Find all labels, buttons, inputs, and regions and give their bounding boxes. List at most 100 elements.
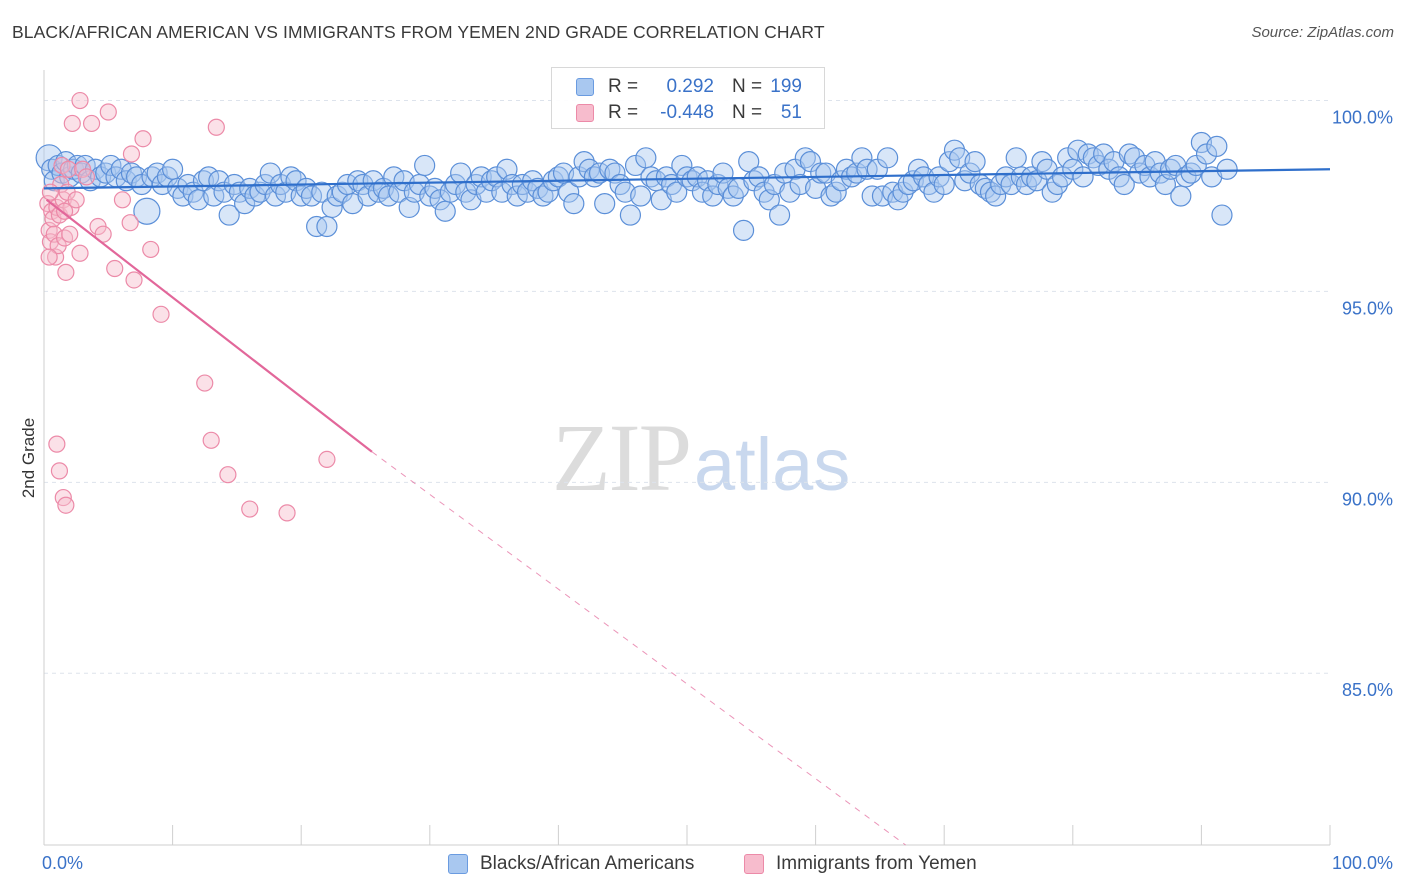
point-blacks — [825, 181, 847, 203]
point-blacks — [933, 173, 955, 196]
point-yemen — [196, 374, 214, 392]
legend-row-blacks: R = 0.292 N = 199 — [552, 75, 824, 101]
legend-r-label: R = — [608, 76, 639, 97]
y-tick-label: 90.0% — [1342, 489, 1393, 509]
point-yemen — [67, 191, 85, 209]
stats-legend: R = 0.292 N = 199 R = -0.448 N = 51 — [551, 67, 825, 129]
point-blacks — [1216, 158, 1238, 180]
trendline-blacks — [43, 168, 1331, 190]
point-blacks — [810, 162, 832, 184]
point-blacks — [851, 147, 873, 169]
point-blacks — [133, 197, 161, 225]
point-blacks — [671, 154, 693, 177]
y-tick-label: 100.0% — [1332, 108, 1393, 128]
point-yemen — [94, 225, 112, 243]
point-blacks — [414, 154, 436, 177]
point-yemen — [241, 500, 259, 518]
point-yemen — [63, 114, 81, 133]
point-yemen — [57, 496, 75, 514]
point-yemen — [318, 450, 336, 469]
point-yemen — [152, 305, 170, 323]
point-yemen — [77, 168, 96, 186]
chart-title: BLACK/AFRICAN AMERICAN VS IMMIGRANTS FRO… — [12, 22, 825, 42]
point-blacks — [1206, 135, 1228, 157]
label-layer: 85.0% 90.0% 95.0% 100.0% 0.0% 100.0% 2nd Grade — [19, 108, 1393, 873]
point-blacks — [666, 181, 688, 203]
point-blacks — [630, 185, 652, 207]
point-blacks — [321, 196, 343, 219]
y-tick-label: 85.0% — [1342, 680, 1393, 700]
point-blacks — [1211, 204, 1233, 226]
legend-n-value: 51 — [780, 102, 802, 123]
point-blacks — [768, 204, 791, 226]
legend-swatch-pink — [744, 854, 764, 874]
point-yemen — [40, 248, 58, 266]
point-yemen — [134, 130, 152, 148]
point-yemen — [142, 240, 160, 259]
trendline-yemen-extension — [371, 451, 906, 846]
point-yemen — [48, 435, 66, 453]
axis-layer — [43, 70, 1331, 846]
point-yemen — [41, 183, 60, 201]
point-yemen — [71, 91, 89, 110]
point-yemen — [207, 118, 225, 136]
point-yemen — [57, 263, 75, 281]
point-blacks — [162, 158, 184, 180]
point-blacks — [985, 185, 1007, 207]
legend-n-label: N = — [732, 76, 763, 97]
y-tick-label: 95.0% — [1342, 298, 1393, 318]
point-yemen — [55, 202, 74, 220]
point-yemen — [202, 431, 220, 449]
point-blacks — [1113, 173, 1135, 196]
point-blacks — [650, 189, 672, 211]
legend-n-label: N = — [732, 102, 763, 123]
source-label[interactable]: Source: ZipAtlas.com — [1251, 24, 1394, 41]
point-blacks — [619, 204, 642, 226]
y-axis-label: 2nd Grade — [19, 418, 38, 498]
series-legend: Blacks/African Americans Immigrants from… — [0, 852, 1406, 878]
point-yemen — [122, 145, 141, 163]
point-yemen — [106, 259, 124, 278]
point-blacks — [342, 193, 364, 215]
point-blacks — [732, 219, 755, 241]
point-blacks — [815, 162, 837, 184]
point-blacks — [964, 151, 986, 173]
point-blacks — [604, 162, 626, 184]
trend-layer — [43, 168, 1331, 846]
legend-swatch-pink — [576, 104, 594, 122]
point-yemen — [99, 103, 117, 121]
point-blacks — [635, 147, 657, 169]
point-blacks — [1005, 147, 1027, 169]
point-yemen — [278, 504, 296, 522]
point-yemen — [71, 244, 89, 262]
point-yemen — [59, 160, 78, 178]
point-blacks — [316, 215, 338, 238]
point-yemen — [50, 462, 69, 480]
trendline-yemen — [45, 198, 373, 453]
point-yemen — [82, 114, 101, 133]
point-yemen — [121, 214, 139, 232]
legend-item-label: Blacks/African Americans — [480, 853, 695, 874]
legend-swatch-blue — [576, 78, 594, 96]
legend-r-label: R = — [608, 102, 639, 123]
watermark-zip: ZIP — [552, 404, 692, 511]
point-blacks — [594, 193, 616, 215]
legend-n-value: 199 — [770, 76, 802, 97]
point-blacks — [563, 193, 585, 215]
watermark: ZIPatlas — [552, 402, 850, 513]
point-blacks — [877, 147, 899, 169]
legend-r-value: 0.292 — [666, 76, 714, 97]
legend-item-label: Immigrants from Yemen — [776, 853, 977, 874]
legend-row-yemen: R = -0.448 N = 51 — [552, 101, 824, 127]
x-tick-label-max: 100.0% — [1332, 853, 1393, 873]
point-blacks — [1170, 185, 1192, 207]
legend-swatch-blue — [448, 854, 468, 874]
x-tick-label-min: 0.0% — [42, 853, 83, 873]
point-yemen — [113, 191, 132, 209]
point-blacks — [434, 200, 456, 222]
point-yemen — [219, 466, 237, 484]
watermark-atlas: atlas — [694, 423, 851, 506]
legend-r-value: -0.448 — [660, 102, 714, 123]
